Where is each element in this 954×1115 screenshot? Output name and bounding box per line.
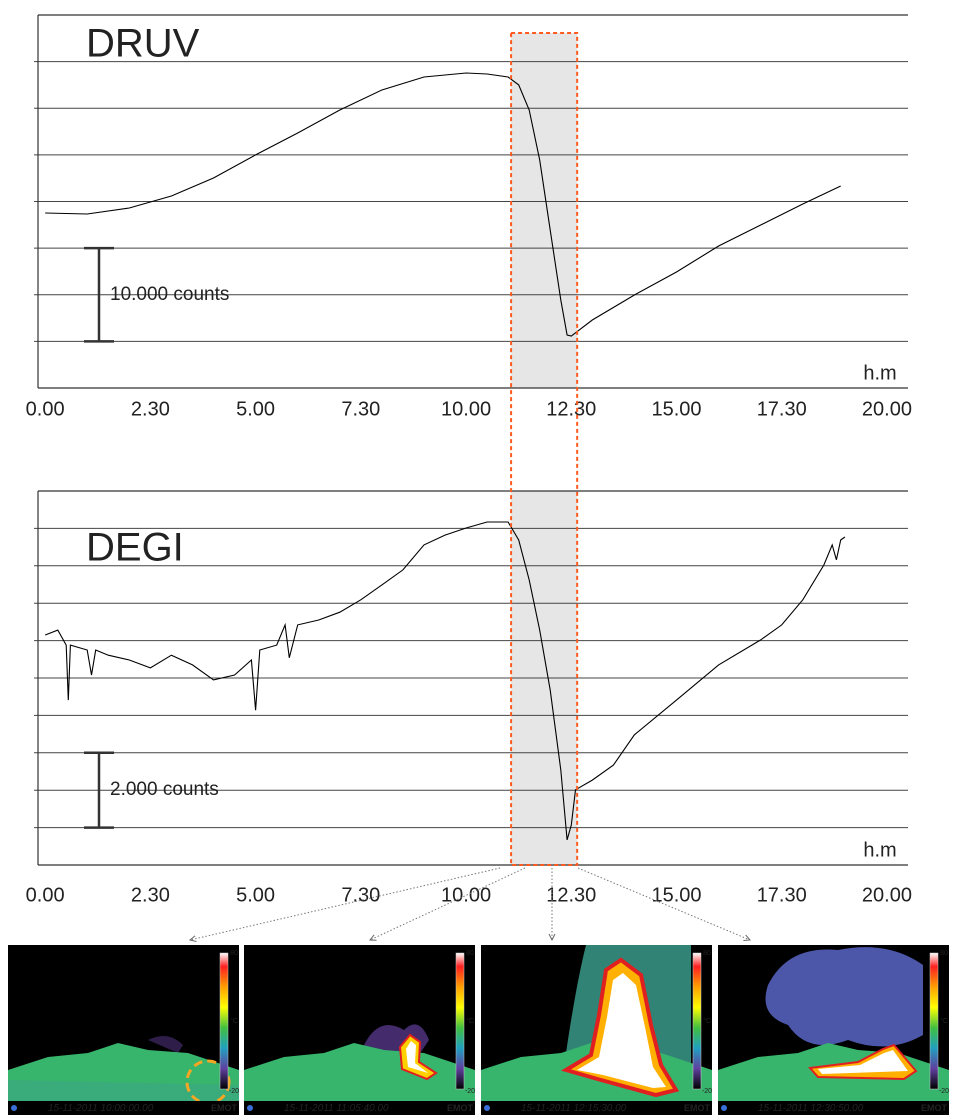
scale-bar [84, 246, 114, 343]
x-tick-label: 15.00 [651, 398, 701, 420]
scale-unit: °C [940, 1017, 948, 1025]
x-tick-label: 0.00 [26, 398, 65, 420]
lava-core [406, 1041, 428, 1073]
timestamp: 15-11-2011 11:05:40.00 [284, 1103, 389, 1114]
scale-bar-line [84, 751, 114, 829]
scale-bar-label: 10.000 counts [110, 284, 229, 305]
scale-max: 80 [703, 950, 711, 957]
scale-min: -20 [939, 1088, 949, 1095]
connector-arrows [190, 867, 750, 940]
x-tick-label: 10.00 [441, 398, 491, 420]
logo [11, 1105, 17, 1111]
color-bar [455, 952, 465, 1090]
scale-max: 80 [230, 950, 238, 957]
chart-title: DRUV [86, 22, 200, 66]
scale-unit: °C [466, 1017, 474, 1025]
logo [247, 1105, 253, 1111]
logo [721, 1105, 727, 1111]
thermal-image: 80 °C -20 15-11-2011 12:30:50.00 EMOT [718, 945, 949, 1115]
scale-max: 80 [466, 950, 474, 957]
timestamp-strip [8, 1101, 239, 1115]
x-tick-label: 17.30 [757, 398, 807, 420]
thermal-image: 80 °C -20 15-11-2011 10:00:00.00 EMOT [8, 945, 239, 1115]
x-tick-label: 5.00 [236, 398, 275, 420]
camera-tag: EMOT [447, 1103, 474, 1113]
scale-max: 80 [940, 950, 948, 957]
scale-bar-line [84, 246, 114, 343]
x-tick-label: 10.00 [441, 884, 491, 906]
plume [765, 947, 923, 1047]
scale-min: -20 [229, 1088, 239, 1095]
highlight-box [510, 32, 579, 866]
color-bar [692, 952, 702, 1090]
x-tick-label: 17.30 [757, 884, 807, 906]
timestamp: 15-11-2011 10:00:00.00 [48, 1103, 154, 1114]
ground-shade [8, 1080, 239, 1101]
x-tick-label: 20.00 [862, 884, 912, 906]
camera-tag: EMOT [921, 1103, 948, 1113]
x-tick-label: 5.00 [236, 884, 275, 906]
chart: 0.00 2.30 5.00 7.30 10.00 12.30 15.00 17.30 20.0… [26, 14, 912, 420]
arrow [370, 867, 526, 940]
scale-bar [84, 751, 114, 829]
x-axis-label: h.m [863, 362, 896, 384]
lava-core [818, 1050, 908, 1074]
data-line [45, 521, 846, 841]
color-bar [219, 952, 229, 1090]
x-tick-label: 0.00 [26, 884, 65, 906]
x-tick-label: 2.30 [131, 884, 170, 906]
timestamp: 15-11-2011 12:30:50.00 [758, 1103, 864, 1114]
camera-tag: EMOT [211, 1103, 238, 1113]
logo [484, 1105, 490, 1111]
arrow [190, 867, 501, 940]
x-tick-label: 7.30 [341, 884, 380, 906]
timestamp-strip [718, 1101, 949, 1115]
scale-unit: °C [230, 1017, 238, 1025]
timestamp: 15-11-2011 12:15:30.00 [521, 1103, 627, 1114]
charts: 0.00 2.30 5.00 7.30 10.00 12.30 15.00 17.30 20.0… [26, 14, 912, 906]
camera-tag: EMOT [684, 1103, 711, 1113]
x-tick-label: 20.00 [862, 398, 912, 420]
plume [148, 1036, 183, 1053]
x-axis-label: h.m [863, 839, 896, 861]
timestamp-strip [244, 1101, 475, 1115]
chart-title: DEGI [86, 526, 184, 570]
color-bar [929, 952, 939, 1090]
thermal-image: 80 °C -20 15-11-2011 12:15:30.00 EMOT [481, 945, 712, 1115]
x-tick-label: 12.30 [546, 884, 596, 906]
x-tick-label: 15.00 [651, 884, 701, 906]
chart: 0.00 2.30 5.00 7.30 10.00 12.30 15.00 17.30 20.0… [26, 490, 912, 906]
scale-bar-label: 2.000 counts [110, 779, 219, 800]
timestamp-strip [481, 1101, 712, 1115]
scale-unit: °C [703, 1017, 711, 1025]
x-tick-label: 7.30 [341, 398, 380, 420]
lava-core [577, 973, 666, 1088]
x-tick-label: 12.30 [546, 398, 596, 420]
data-line [45, 72, 841, 337]
arrow [577, 867, 750, 940]
x-tick-label: 2.30 [131, 398, 170, 420]
scale-min: -20 [465, 1088, 475, 1095]
thermal-image: 80 °C -20 15-11-2011 11:05:40.00 EMOT [244, 945, 475, 1115]
scale-min: -20 [702, 1088, 712, 1095]
